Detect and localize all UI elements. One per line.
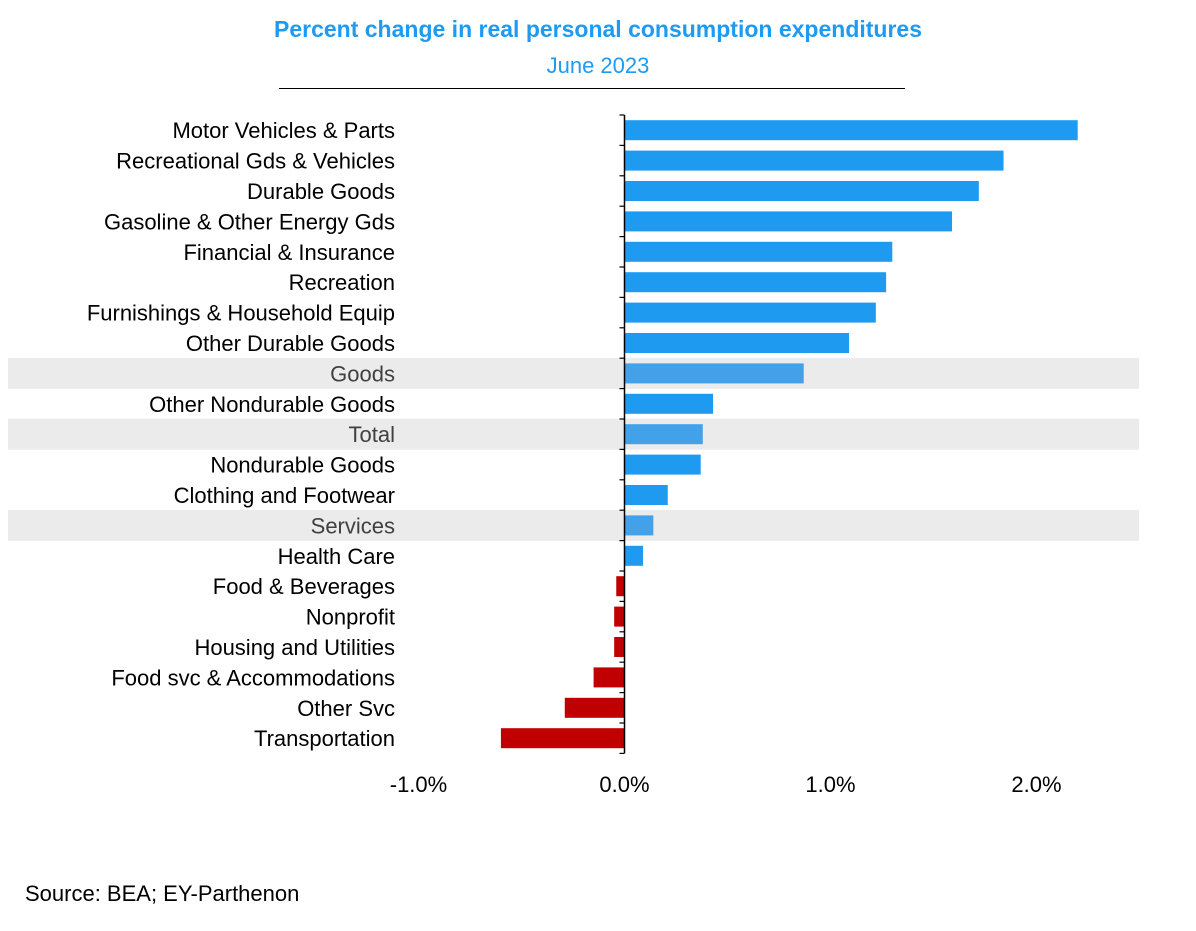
bar [593, 667, 625, 688]
bar [624, 241, 893, 262]
highlight-band [8, 418, 1139, 450]
bar [624, 211, 953, 232]
bar [624, 515, 654, 536]
chart-title: Percent change in real personal consumpt… [274, 16, 922, 42]
category-label: Transportation [254, 726, 395, 751]
category-label: Furnishings & Household Equip [87, 301, 395, 326]
title-divider [279, 88, 905, 89]
bar [564, 697, 625, 718]
bar [624, 181, 979, 201]
bar [624, 120, 1078, 141]
bar [624, 302, 876, 323]
bar [616, 576, 625, 597]
x-tick-label: 1.0% [805, 772, 855, 797]
bar [624, 454, 701, 475]
highlight-band [8, 357, 1139, 389]
category-label: Nondurable Goods [210, 453, 395, 478]
category-label: Other Svc [297, 696, 395, 721]
bar [624, 424, 703, 445]
bar [624, 363, 804, 384]
category-label: Financial & Insurance [183, 240, 395, 265]
bar [624, 150, 1004, 171]
highlight-band [8, 509, 1139, 541]
x-tick-label: 2.0% [1011, 772, 1061, 797]
bar [624, 272, 887, 293]
category-label: Food svc & Accommodations [111, 665, 395, 690]
bar [500, 728, 625, 749]
category-label: Food & Beverages [213, 574, 395, 599]
category-label: Recreation [289, 270, 395, 295]
category-label: Nonprofit [306, 605, 395, 630]
category-label: Other Nondurable Goods [149, 392, 395, 417]
bar [614, 606, 625, 627]
category-label: Goods [330, 361, 395, 386]
bar [624, 393, 714, 414]
bar [624, 545, 644, 566]
category-label: Total [349, 422, 395, 447]
bar [624, 485, 668, 505]
bar [614, 637, 625, 657]
category-label: Clothing and Footwear [174, 483, 395, 508]
chart-subtitle: June 2023 [546, 53, 650, 78]
category-label: Housing and Utilities [194, 635, 395, 660]
category-label: Services [311, 513, 395, 538]
x-tick-label: -1.0% [390, 772, 447, 797]
category-label: Motor Vehicles & Parts [172, 118, 395, 143]
category-label: Durable Goods [247, 179, 395, 204]
x-tick-label: 0.0% [599, 772, 649, 797]
category-label: Health Care [278, 544, 395, 569]
category-label: Recreational Gds & Vehicles [116, 149, 395, 174]
category-label: Other Durable Goods [186, 331, 395, 356]
category-label: Gasoline & Other Energy Gds [104, 209, 395, 234]
bar [624, 333, 850, 353]
source-note: Source: BEA; EY-Parthenon [25, 881, 300, 906]
